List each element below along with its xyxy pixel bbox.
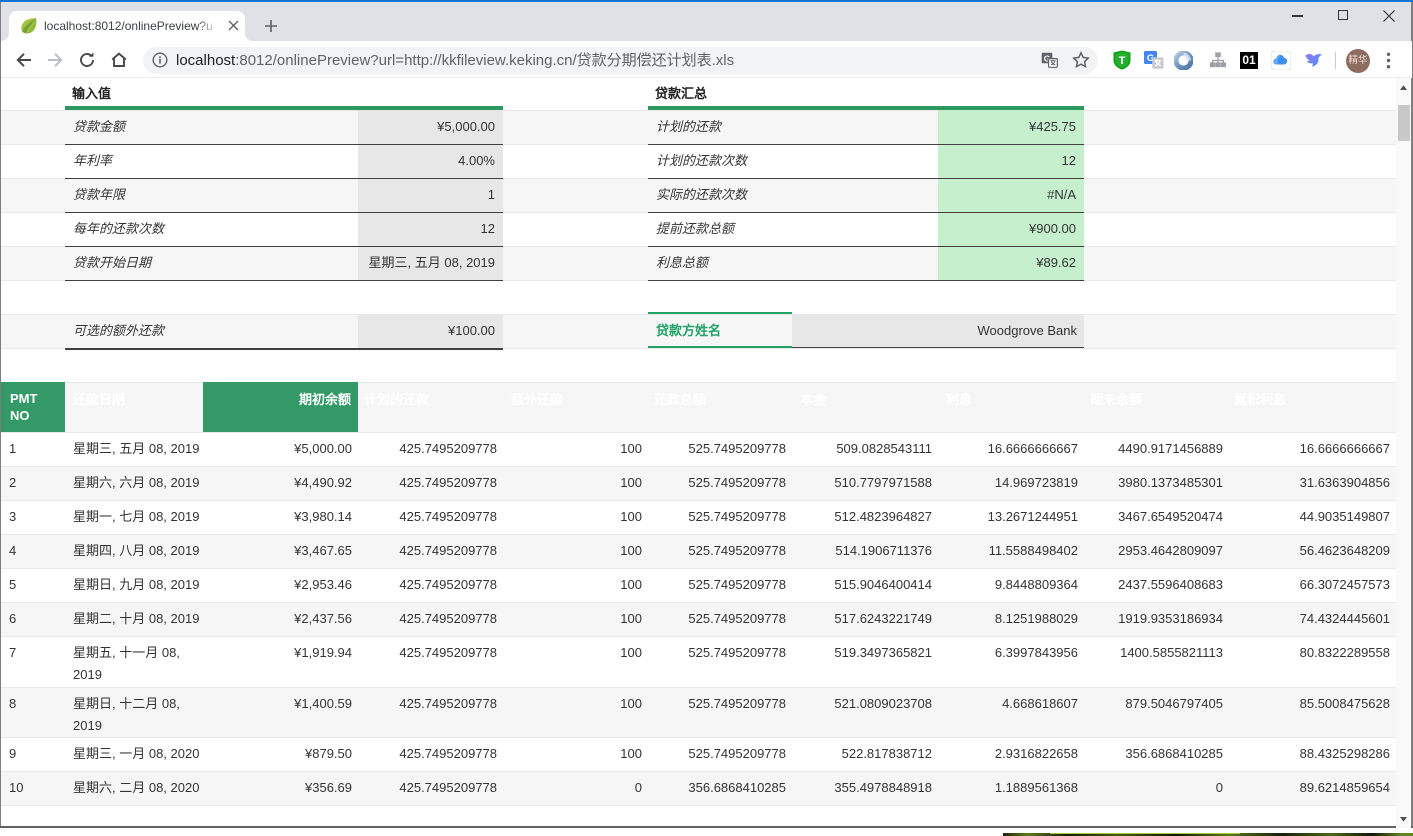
svg-text:G: G bbox=[1147, 53, 1154, 64]
svg-text:T: T bbox=[1119, 55, 1126, 67]
svg-text:G: G bbox=[1044, 53, 1051, 63]
